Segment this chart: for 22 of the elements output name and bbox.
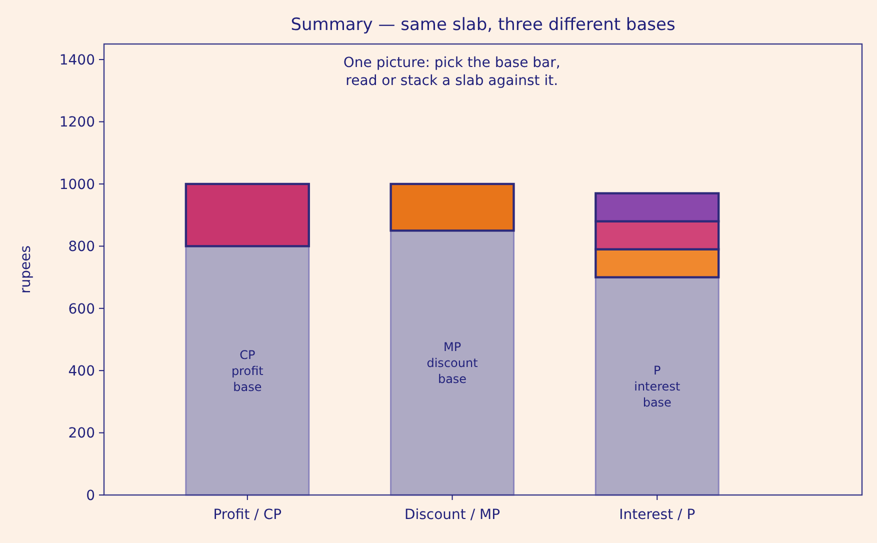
annotation: MP discount base [426, 340, 478, 386]
bar [594, 276, 720, 496]
annotation: P interest base [634, 363, 680, 410]
bar [390, 182, 515, 232]
y-axis-title: rupees [18, 245, 34, 294]
y-tick-label: 1200 [59, 114, 95, 131]
y-tick-label: 800 [68, 239, 95, 256]
y-tick-label: 600 [68, 301, 95, 318]
y-tick-label: 400 [68, 363, 95, 380]
bar [390, 230, 514, 496]
y-tick-label: 1000 [59, 176, 95, 193]
annotation: One picture: pick the base bar, read or stack a slab against it. [343, 55, 560, 89]
annotation: CP profit base [231, 348, 264, 394]
y-tick-label: 0 [86, 488, 95, 504]
chart-title: Summary — same slab, three different bases [290, 15, 676, 35]
y-tick-label: 200 [68, 426, 95, 442]
bar [185, 245, 310, 496]
x-tick-label: Profit / CP [213, 507, 282, 523]
x-tick-label: Interest / P [619, 507, 696, 523]
x-tick-label: Discount / MP [404, 507, 500, 523]
bar [184, 182, 310, 248]
y-tick-label: 1400 [59, 52, 95, 68]
